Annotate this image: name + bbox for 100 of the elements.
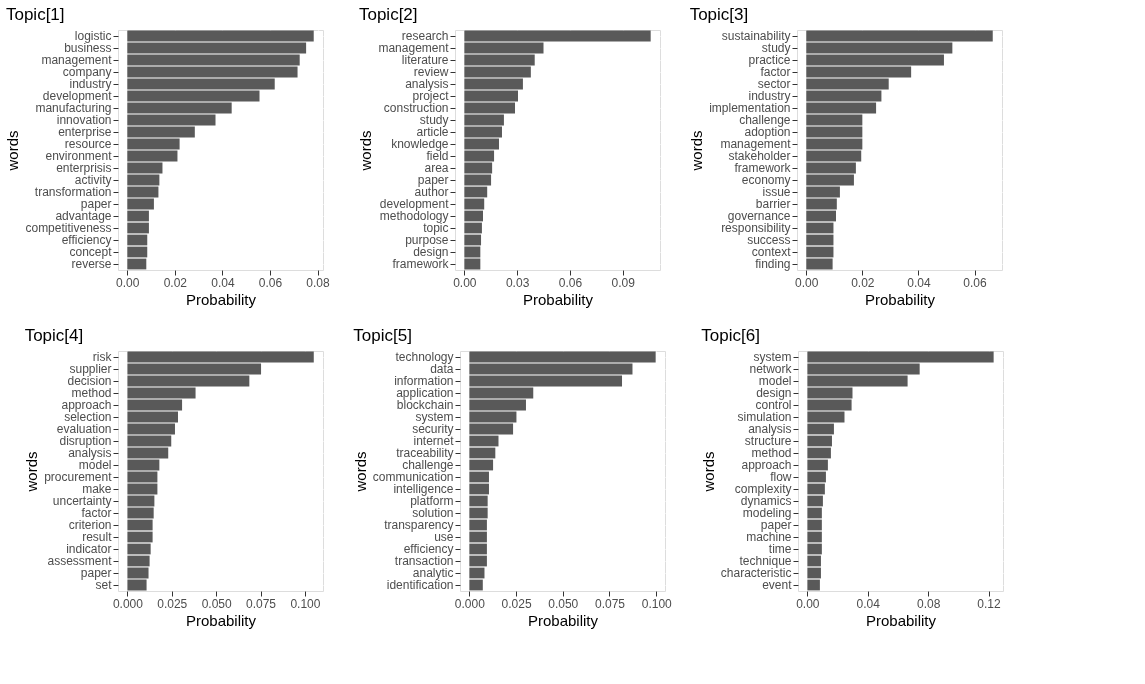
y-tick-label: information	[394, 374, 454, 388]
y-tick-label: knowledge	[391, 137, 449, 151]
bar	[806, 222, 834, 234]
bar	[806, 78, 889, 90]
bar	[807, 555, 821, 567]
y-tick-label: security	[412, 422, 454, 436]
bar	[469, 567, 485, 579]
y-tick-label: paper	[417, 173, 449, 187]
y-tick-label: literature	[401, 53, 449, 67]
y-tick-label: complexity	[734, 482, 792, 496]
y-tick-label: transparency	[384, 518, 454, 532]
x-tick-label: 0.025	[157, 596, 188, 611]
bar	[464, 126, 502, 138]
x-axis-title: Probability	[185, 290, 257, 308]
y-tick-label: dynamics	[740, 494, 792, 508]
bar	[469, 483, 489, 495]
x-tick-label: 0.050	[548, 596, 579, 611]
y-tick-label: approach	[741, 458, 792, 472]
y-tick-label: application	[396, 386, 454, 400]
bar	[806, 54, 944, 66]
y-tick-label: analysis	[405, 77, 449, 91]
y-tick-label: activity	[74, 173, 112, 187]
y-tick-label: study	[419, 113, 449, 127]
y-tick-label: enterprise	[58, 125, 112, 139]
bar	[469, 555, 487, 567]
bar	[806, 114, 863, 126]
bar	[127, 234, 148, 246]
bar	[806, 210, 836, 222]
y-tick-label: simulation	[737, 410, 792, 424]
bar	[464, 66, 531, 78]
y-tick-label: advantage	[55, 209, 112, 223]
bar	[464, 90, 518, 102]
bar	[807, 387, 853, 399]
bar	[469, 363, 633, 375]
bar	[806, 234, 834, 246]
bar	[127, 138, 180, 150]
bar	[469, 447, 496, 459]
y-tick-label: finding	[755, 257, 791, 271]
bar	[469, 423, 514, 435]
y-tick-label: control	[755, 398, 792, 412]
bar	[807, 423, 834, 435]
bar	[464, 102, 515, 114]
bar	[807, 447, 831, 459]
bar	[469, 471, 489, 483]
bar	[127, 30, 314, 42]
y-tick-label: set	[95, 578, 113, 592]
y-tick-label: design	[413, 245, 449, 259]
y-tick-label: system	[753, 350, 792, 364]
bar	[464, 42, 544, 54]
x-tick-label: 0.00	[116, 275, 140, 290]
x-axis-title: Probability	[522, 290, 594, 308]
y-axis-title: words	[688, 130, 706, 172]
y-tick-label: assessment	[47, 554, 113, 568]
bar	[464, 54, 535, 66]
y-tick-label: challenge	[402, 458, 454, 472]
bar	[806, 258, 833, 270]
x-tick-label: 0.04	[856, 596, 881, 611]
bar	[806, 198, 837, 210]
y-tick-label: review	[413, 65, 449, 79]
bar	[127, 459, 160, 471]
bar	[469, 351, 656, 363]
y-tick-label: development	[42, 89, 113, 103]
bar	[127, 543, 151, 555]
y-tick-label: event	[762, 578, 793, 592]
bar	[807, 471, 826, 483]
bar	[806, 150, 862, 162]
x-tick-label: 0.04	[211, 275, 235, 290]
y-tick-label: purpose	[405, 233, 449, 247]
y-tick-label: criterion	[68, 518, 112, 532]
bar	[127, 507, 154, 519]
y-tick-label: communication	[372, 470, 454, 484]
x-tick-label: 0.09	[611, 275, 636, 290]
x-tick-label: 0.06	[963, 275, 988, 290]
bar	[806, 162, 856, 174]
bar	[127, 531, 153, 543]
bar	[464, 222, 482, 234]
x-tick-label: 0.050	[201, 596, 232, 611]
y-tick-label: framework	[392, 257, 450, 271]
bar	[807, 435, 832, 447]
y-tick-label: enterprisis	[56, 161, 112, 175]
bar	[807, 375, 908, 387]
x-tick-label: 0.100	[290, 596, 321, 611]
y-tick-label: business	[64, 41, 112, 55]
bar	[464, 234, 482, 246]
y-tick-label: field	[426, 149, 449, 163]
bar	[127, 150, 178, 162]
y-tick-label: methodology	[379, 209, 449, 223]
y-tick-label: blockchain	[396, 398, 454, 412]
y-tick-label: flow	[770, 470, 792, 484]
y-tick-label: development	[379, 197, 450, 211]
bar	[469, 411, 517, 423]
y-tick-label: topic	[423, 221, 449, 235]
y-tick-label: challenge	[739, 113, 791, 127]
bar	[127, 66, 298, 78]
bar	[127, 186, 159, 198]
y-tick-label: paper	[80, 197, 112, 211]
y-tick-label: identification	[386, 578, 454, 592]
bar	[464, 210, 483, 222]
y-tick-label: context	[751, 245, 792, 259]
chart-title: Topic[2]	[358, 4, 418, 24]
